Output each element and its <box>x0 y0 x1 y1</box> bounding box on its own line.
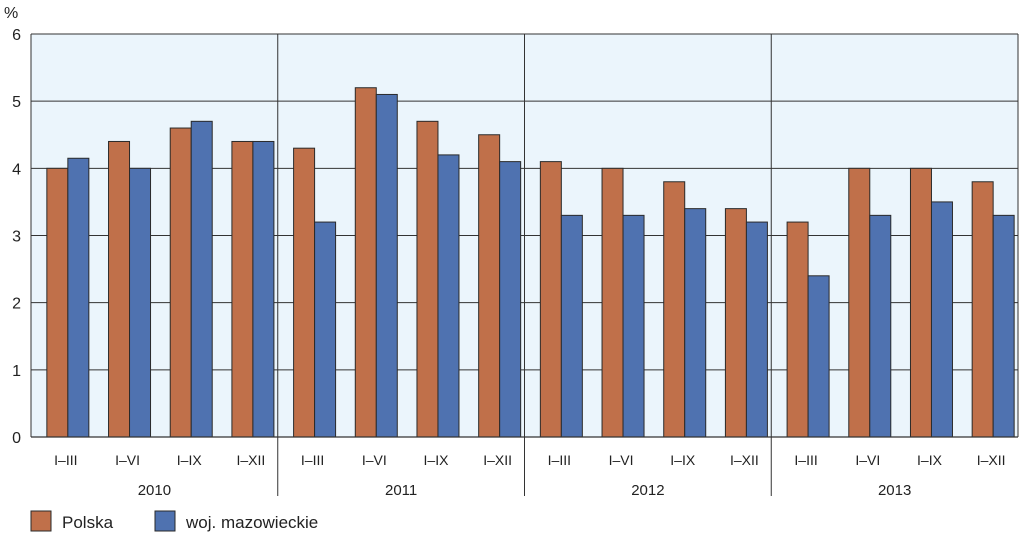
bar-polska <box>293 147 316 438</box>
x-group-label: 2012 <box>631 482 664 499</box>
bar-mazowieckie <box>560 214 583 438</box>
y-tick-label: 6 <box>12 27 21 44</box>
bar-mazowieckie <box>930 201 953 438</box>
x-group-label: 2010 <box>138 482 171 499</box>
x-category-label: I–IX <box>177 452 203 468</box>
bar-mazowieckie <box>129 167 152 438</box>
x-category-label: I–XII <box>237 452 266 468</box>
bar-polska <box>108 140 131 438</box>
x-category-label: I–VI <box>115 452 140 468</box>
x-category-label: I–VI <box>362 452 387 468</box>
bar-polska <box>46 167 69 438</box>
x-category-label: I–IX <box>917 452 943 468</box>
legend-swatch-mazowieckie <box>154 510 176 532</box>
bar-mazowieckie <box>622 214 645 438</box>
x-category-label: I–VI <box>855 452 880 468</box>
x-group-label: 2013 <box>878 482 911 499</box>
y-axis-unit-label: % <box>4 5 18 22</box>
bar-mazowieckie <box>314 221 337 438</box>
bar-mazowieckie <box>252 140 275 438</box>
bar-mazowieckie <box>437 154 460 438</box>
x-category-label: I–III <box>794 452 817 468</box>
bar-mazowieckie <box>992 214 1015 438</box>
bar-polska <box>971 181 994 438</box>
bar-polska <box>169 127 192 438</box>
bar-polska <box>416 120 439 438</box>
x-category-label: I–III <box>548 452 571 468</box>
y-tick-label: 3 <box>12 229 21 246</box>
bar-polska <box>354 87 377 438</box>
bar-polska <box>539 161 562 438</box>
bar-polska <box>663 181 686 438</box>
legend-label-polska: Polska <box>62 513 114 532</box>
y-tick-label: 5 <box>12 94 21 111</box>
bar-polska <box>724 208 747 438</box>
bar-polska <box>601 167 624 438</box>
x-category-label: I–III <box>301 452 324 468</box>
bar-mazowieckie <box>375 93 398 438</box>
y-tick-label: 0 <box>12 430 21 447</box>
x-category-label: I–VI <box>609 452 634 468</box>
bar-polska <box>231 140 254 438</box>
legend-label-mazowieckie: woj. mazowieckie <box>185 513 318 532</box>
bar-mazowieckie <box>190 120 213 438</box>
bar-mazowieckie <box>745 221 768 438</box>
bar-polska <box>786 221 809 438</box>
bar-mazowieckie <box>869 214 892 438</box>
bar-mazowieckie <box>499 161 522 438</box>
bar-mazowieckie <box>684 208 707 438</box>
bar-mazowieckie <box>807 275 830 438</box>
bar-polska <box>848 167 871 438</box>
bar-polska <box>909 167 932 438</box>
x-category-label: I–IX <box>424 452 450 468</box>
x-category-label: I–IX <box>670 452 696 468</box>
bar-mazowieckie <box>67 157 90 438</box>
x-category-label: I–XII <box>483 452 512 468</box>
x-category-label: I–XII <box>730 452 759 468</box>
bar-polska <box>478 134 501 438</box>
x-group-label: 2011 <box>385 482 417 499</box>
x-category-label: I–XII <box>977 452 1006 468</box>
y-tick-label: 2 <box>12 296 21 313</box>
y-tick-label: 4 <box>12 161 21 178</box>
y-tick-label: 1 <box>12 363 21 380</box>
x-category-label: I–III <box>54 452 77 468</box>
legend-swatch-polska <box>30 510 52 532</box>
